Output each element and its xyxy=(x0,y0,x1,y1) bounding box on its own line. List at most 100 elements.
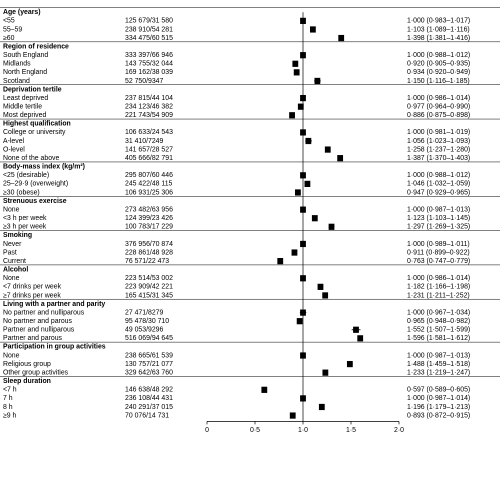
row-hr-ci: 0·947 (0·929–0·965) xyxy=(407,189,470,196)
x-tick-label: 2·0 xyxy=(394,427,404,434)
row-label: Least deprived xyxy=(3,95,48,102)
forest-row: Midlands 143 755/32 044 0·920 (0·905–0·935… xyxy=(3,61,470,68)
row-hr-ci: 0·934 (0·920–0·949) xyxy=(407,69,470,76)
row-counts: 143 755/32 044 xyxy=(125,61,173,68)
row-counts: 228 861/48 928 xyxy=(125,249,173,256)
x-axis: 0 0·5 1·0 1·5 2·0 xyxy=(205,12,404,434)
row-counts: 245 422/48 115 xyxy=(125,181,173,188)
forest-row: Scotland 52 750/9347 1·150 (1·116–1·185) xyxy=(3,78,470,85)
row-hr-ci: 1·000 (0·986–1·014) xyxy=(407,275,470,282)
row-label: None xyxy=(3,206,20,213)
row-label: No partner and nulliparous xyxy=(3,309,85,316)
row-counts: 76 571/22 473 xyxy=(125,258,169,265)
forest-row: <25 (desirable) 295 807/60 446 1·000 (0·98… xyxy=(3,172,470,179)
hr-point xyxy=(277,258,284,265)
row-hr-ci: 0·911 (0·899–0·922) xyxy=(407,249,470,256)
row-label: ≥9 h xyxy=(3,412,17,419)
row-label: ≥3 h per week xyxy=(3,224,47,231)
row-counts: 125 679/31 580 xyxy=(125,18,173,25)
row-label: 8 h xyxy=(3,404,13,411)
row-label: Religious group xyxy=(3,361,51,368)
hr-point xyxy=(317,283,324,290)
row-label: 7 h xyxy=(3,395,13,402)
row-hr-ci: 0·920 (0·905–0·935) xyxy=(407,61,470,68)
row-counts: 273 482/63 956 xyxy=(125,206,173,213)
row-hr-ci: 1·488 (1·459–1·518) xyxy=(407,361,470,368)
row-hr-ci: 0·977 (0·964–0·990) xyxy=(407,104,470,111)
row-counts: 223 909/42 221 xyxy=(125,284,173,291)
forest-row: ≥9 h 70 076/14 731 0·893 (0·872–0·915) xyxy=(3,412,470,419)
group-header: Strenuous exercise xyxy=(3,198,67,205)
hr-point xyxy=(309,26,316,33)
row-label: Partner and parous xyxy=(3,335,63,342)
row-counts: 95 478/30 710 xyxy=(125,318,169,325)
forest-row: None 223 514/53 002 1·000 (0·986–1·014) xyxy=(3,275,470,282)
row-counts: 27 471/8279 xyxy=(125,309,163,316)
forest-row: No partner and nulliparous 27 471/8279 1·0… xyxy=(3,309,470,316)
group-header: Age (years) xyxy=(3,9,41,16)
row-label: ≥60 xyxy=(3,35,15,42)
forest-row: 55–59 238 910/54 281 1·103 (1·089–1·116) xyxy=(3,26,470,33)
hr-point xyxy=(305,137,312,145)
row-hr-ci: 1·000 (0·988–1·012) xyxy=(407,52,470,59)
row-hr-ci: 1·231 (1·211–1·252) xyxy=(407,292,470,299)
plot-rows: Age (years) <55 125 679/31 580 1·000 (0·983… xyxy=(0,7,500,419)
row-counts: 333 397/66 946 xyxy=(125,52,173,59)
forest-row: 7 h 236 108/44 431 1·000 (0·987–1·014) xyxy=(3,395,470,402)
group-header: Living with a partner and parity xyxy=(3,301,105,308)
row-hr-ci: 0·893 (0·872–0·915) xyxy=(407,412,470,419)
forest-row: North England 169 162/38 039 0·934 (0·920–… xyxy=(3,69,470,76)
row-hr-ci: 1·123 (1·103–1·145) xyxy=(407,215,470,222)
forest-row: 8 h 240 291/37 015 1·196 (1·179–1·213) xyxy=(3,404,470,411)
row-label: <55 xyxy=(3,18,15,25)
forest-row: <55 125 679/31 580 1·000 (0·983–1·017) xyxy=(3,18,470,25)
row-hr-ci: 1·000 (0·987–1·013) xyxy=(407,206,470,213)
row-hr-ci: 1·000 (0·987–1·013) xyxy=(407,352,470,359)
x-tick-label: 1·5 xyxy=(346,427,356,434)
row-counts: 52 750/9347 xyxy=(125,78,163,85)
row-hr-ci: 1·046 (1·032–1·059) xyxy=(407,181,470,188)
row-counts: 516 069/94 645 xyxy=(125,335,173,342)
row-label: No partner and parous xyxy=(3,318,73,325)
row-label: None xyxy=(3,275,20,282)
forest-row: A-level 31 410/7249 1·056 (1·023–1·093) xyxy=(3,138,470,145)
row-hr-ci: 1·000 (0·983–1·017) xyxy=(407,18,470,25)
forest-row: O-level 141 657/28 527 1·258 (1·237–1·280) xyxy=(3,146,470,153)
row-counts: 130 757/21 077 xyxy=(125,361,173,368)
forest-row: <7 h 146 638/48 292 0·597 (0·589–0·605) xyxy=(3,387,470,394)
row-counts: 334 475/60 515 xyxy=(125,35,173,42)
forest-row: <7 drinks per week 223 909/42 221 1·182 (1… xyxy=(3,284,470,291)
row-counts: 141 657/28 527 xyxy=(125,146,173,153)
row-hr-ci: 1·150 (1·116–1·185) xyxy=(407,78,470,85)
row-label: Partner and nulliparous xyxy=(3,327,75,334)
row-hr-ci: 1·182 (1·166–1·198) xyxy=(407,284,470,291)
x-tick-label: 0·5 xyxy=(250,427,260,434)
row-label: ≥7 drinks per week xyxy=(3,292,61,299)
row-counts: 221 743/54 909 xyxy=(125,112,173,119)
row-hr-ci: 1·000 (0·986–1·014) xyxy=(407,95,470,102)
forest-row: No partner and parous 95 478/30 710 0·965 … xyxy=(3,318,470,325)
row-hr-ci: 1·596 (1·581–1·612) xyxy=(407,335,470,342)
row-label: None xyxy=(3,352,20,359)
row-counts: 100 783/17 229 xyxy=(125,224,173,231)
forest-row: South England 333 397/66 946 1·000 (0·988–… xyxy=(3,52,470,59)
row-hr-ci: 1·000 (0·967–1·034) xyxy=(407,309,470,316)
group-header: Alcohol xyxy=(3,267,28,274)
row-counts: 238 665/61 539 xyxy=(125,352,173,359)
row-label: Midlands xyxy=(3,61,31,68)
row-label: College or university xyxy=(3,129,66,136)
row-label: <7 h xyxy=(3,387,17,394)
forest-row: Partner and nulliparous 49 053/9296 1·552 … xyxy=(3,327,470,334)
hr-point xyxy=(357,335,364,342)
hr-point xyxy=(289,412,296,419)
forest-row: Most deprived 221 743/54 909 0·886 (0·875–… xyxy=(3,112,470,119)
hr-point xyxy=(328,223,335,230)
row-counts: 405 666/82 791 xyxy=(125,155,173,162)
row-label: Past xyxy=(3,249,17,256)
row-hr-ci: 0·763 (0·747–0·779) xyxy=(407,258,470,265)
top-crop-strip xyxy=(0,0,500,5)
hr-point xyxy=(346,360,353,368)
row-hr-ci: 1·000 (0·987–1·014) xyxy=(407,395,470,402)
row-counts: 70 076/14 731 xyxy=(125,412,169,419)
row-hr-ci: 1·000 (0·988–1·012) xyxy=(407,172,470,179)
